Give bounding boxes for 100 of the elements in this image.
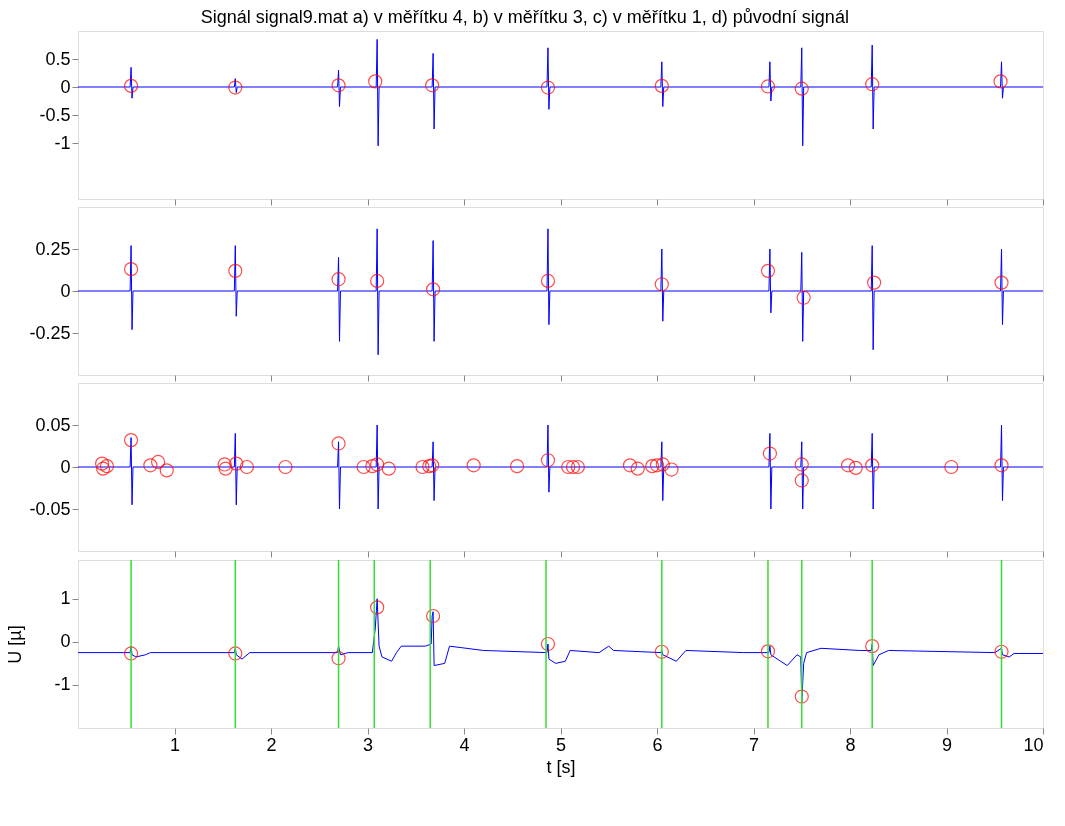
point <box>426 608 441 624</box>
y-tick-label: 1 <box>60 588 71 609</box>
point <box>649 458 665 473</box>
point <box>466 458 481 473</box>
point <box>848 460 863 475</box>
x-tick-label: 9 <box>941 734 953 755</box>
point <box>123 433 139 448</box>
point <box>217 457 232 472</box>
x-tick-label: 6 <box>652 734 663 755</box>
point <box>654 277 669 292</box>
x-tick-label: 5 <box>555 734 567 755</box>
line-series <box>77 228 1044 356</box>
point <box>370 457 385 472</box>
point <box>570 459 585 475</box>
point <box>368 74 383 89</box>
point <box>565 459 581 475</box>
point <box>331 436 346 451</box>
y-tick-label: -0.25 <box>29 322 71 343</box>
point <box>95 456 110 471</box>
y-tick-label: -1 <box>54 132 71 153</box>
point <box>944 459 959 475</box>
y-tick-label: -1 <box>54 674 71 695</box>
point <box>370 600 385 615</box>
point <box>760 79 776 94</box>
point <box>123 262 139 277</box>
point <box>664 462 679 477</box>
point <box>228 646 243 661</box>
line-series <box>77 38 1044 147</box>
point <box>865 458 880 473</box>
point <box>426 282 441 297</box>
point <box>794 457 809 472</box>
point <box>509 459 525 474</box>
point <box>365 459 380 474</box>
point <box>99 459 115 474</box>
point <box>794 689 809 704</box>
point <box>654 644 669 659</box>
point <box>228 80 243 95</box>
y-tick-label: 0 <box>60 76 71 97</box>
y-tick-label: 0 <box>60 631 71 652</box>
x-tick-label: 7 <box>748 734 760 755</box>
point <box>229 456 244 471</box>
point <box>228 263 243 278</box>
y-axis-title: U [µ] <box>4 625 25 664</box>
point <box>994 275 1009 290</box>
point <box>865 77 880 92</box>
point <box>331 651 346 666</box>
x-tick-label: 8 <box>845 734 856 755</box>
point <box>994 644 1009 659</box>
point <box>239 459 254 475</box>
point <box>150 454 166 470</box>
y-tick-label: 0.05 <box>35 414 71 435</box>
point <box>760 644 776 659</box>
point <box>796 290 811 305</box>
point <box>561 459 576 475</box>
point <box>331 78 346 93</box>
x-axis-title: t [s] <box>546 756 576 777</box>
point <box>540 80 556 95</box>
point <box>993 74 1008 89</box>
point <box>655 457 670 472</box>
point <box>540 453 556 468</box>
point <box>278 459 293 475</box>
point <box>622 458 638 473</box>
point <box>415 459 430 475</box>
point <box>356 459 371 475</box>
point <box>994 458 1009 473</box>
point <box>143 458 158 473</box>
point <box>425 78 440 93</box>
line-series <box>77 424 1044 510</box>
point <box>867 275 882 290</box>
point <box>540 636 556 652</box>
point <box>794 473 809 488</box>
point <box>540 273 556 289</box>
point <box>645 459 660 474</box>
y-tick-label: 0 <box>60 280 71 301</box>
point <box>654 78 669 93</box>
y-tick-label: 0.5 <box>45 48 71 69</box>
point <box>95 461 111 476</box>
x-tick-label: 1 <box>169 734 181 755</box>
y-tick-label: 0.25 <box>35 238 71 259</box>
x-tick-label: 4 <box>459 734 470 755</box>
point <box>218 461 233 476</box>
point <box>630 461 645 476</box>
point <box>760 263 776 278</box>
point <box>123 646 139 661</box>
x-tick-label: 2 <box>266 734 277 755</box>
y-tick-label: -0.05 <box>29 498 71 519</box>
point <box>123 78 139 93</box>
point <box>159 463 174 478</box>
point <box>331 272 346 287</box>
y-tick-label: -0.5 <box>39 104 71 125</box>
point <box>840 458 856 473</box>
point <box>381 461 396 476</box>
chart-title: Signál signal9.mat a) v měřítku 4, b) v měřítku 3, c) v měřítku 1, d) původní signál <box>200 6 849 27</box>
point <box>762 446 778 461</box>
point <box>370 273 385 289</box>
point <box>865 639 880 654</box>
x-tick-label: 10 <box>1023 734 1044 755</box>
x-tick-label: 3 <box>362 734 374 755</box>
y-tick-label: 0 <box>60 456 71 477</box>
point <box>794 81 809 96</box>
